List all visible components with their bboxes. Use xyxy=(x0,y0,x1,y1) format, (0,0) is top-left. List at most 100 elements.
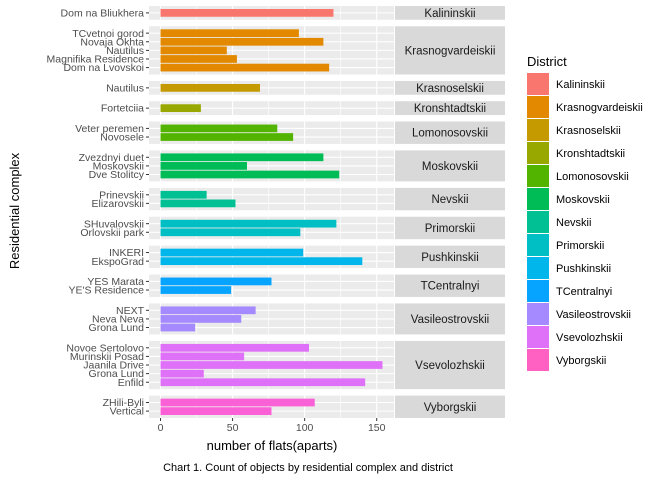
bar xyxy=(160,277,272,286)
facet-strip-label: Kronshtadtskii xyxy=(414,103,486,115)
legend-key xyxy=(527,234,549,256)
complex-tick-label: Moskovskii xyxy=(93,161,144,173)
complex-tick-label: Magnifika Residence xyxy=(47,54,145,66)
panel-kalininskii: Dom na Bliukhera Kalininskii xyxy=(61,6,505,20)
legend-key xyxy=(527,303,549,325)
legend-key xyxy=(527,257,549,279)
legend-item: Lomonosovskii xyxy=(527,165,629,187)
bar xyxy=(160,55,237,63)
facet-strip xyxy=(395,187,505,211)
bar xyxy=(160,323,196,332)
legend-label: Nevskii xyxy=(556,217,591,229)
bar xyxy=(160,37,324,46)
complex-tick-label: Neva Neva xyxy=(92,314,144,326)
facet-strip xyxy=(395,340,505,390)
complex-tick-label: Zvezdnyi duet xyxy=(79,152,144,164)
facet-strip-label: Kalininskii xyxy=(424,8,475,20)
bar xyxy=(160,257,363,266)
legend-key xyxy=(527,349,549,371)
complex-tick-label: YES Marata xyxy=(87,276,144,288)
complex-tick-label: Veter peremen xyxy=(75,123,144,135)
legend-label: Krasnogvardeiskii xyxy=(556,102,643,114)
complex-tick-label: Dom na Lvovskoi xyxy=(63,62,144,74)
legend-key xyxy=(527,188,549,210)
facet-strip xyxy=(395,245,505,269)
legend-key xyxy=(527,326,549,348)
legend-item: Vsevolozhskii xyxy=(527,326,623,348)
facet-strip xyxy=(395,6,505,20)
panel-krasnoselskii: Nautilus Krasnoselskii xyxy=(106,80,505,95)
bar xyxy=(160,63,330,72)
legend-item: Vasileostrovskii xyxy=(527,303,631,325)
facet-strip-label: Vyborgskii xyxy=(424,402,477,414)
facet-strip-label: Lomonosovskii xyxy=(412,128,488,140)
complex-tick-label: Elizarovskii xyxy=(91,198,144,210)
complex-tick-label: Murinskii Posad xyxy=(70,351,144,363)
facet-strip xyxy=(395,274,505,297)
complex-tick-label: Novaja Okhta xyxy=(80,36,144,48)
legend-key xyxy=(527,211,549,233)
complex-tick-label: ZHili-Byli xyxy=(103,397,144,409)
x-tick-label: 0 xyxy=(158,422,164,434)
complex-tick-label: Dve Stolitcy xyxy=(89,169,145,181)
facet-strip-label: Krasnoselskii xyxy=(416,83,484,95)
facet-strip xyxy=(395,303,505,335)
complex-tick-label: INKERI xyxy=(109,247,144,259)
facet-strip-label: Vasileostrovskii xyxy=(411,314,489,326)
facet-strip-label: Vsevolozhskii xyxy=(415,360,485,372)
bar xyxy=(160,190,207,199)
bar xyxy=(160,315,242,323)
facet-strip-label: TCentralnyi xyxy=(421,281,480,293)
bar xyxy=(160,104,201,113)
facet-strip xyxy=(395,150,505,182)
legend-item: Primorskii xyxy=(527,234,604,256)
legend-label: Vasileostrovskii xyxy=(556,309,631,321)
legend-label: Kronshtadtskii xyxy=(556,148,625,160)
legend-label: Krasnoselskii xyxy=(556,125,621,137)
complex-tick-label: Novoe Sertolovo xyxy=(66,342,144,354)
complex-tick-label: Grona Lund xyxy=(89,368,145,380)
legend-title: District xyxy=(527,54,567,69)
complex-tick-label: Dom na Bliukhera xyxy=(61,7,145,19)
bar xyxy=(160,369,204,378)
complex-tick-label: NEXT xyxy=(116,305,145,317)
bar xyxy=(160,361,383,369)
facet-strip-label: Primorskii xyxy=(425,223,475,235)
legend-label: Lomonosovskii xyxy=(556,171,629,183)
complex-tick-label: YE'S Residence xyxy=(68,285,144,297)
bar xyxy=(160,170,340,179)
bar xyxy=(160,153,324,162)
bar xyxy=(160,343,309,352)
bar xyxy=(160,248,304,257)
bar xyxy=(160,407,272,415)
bar xyxy=(160,378,366,387)
x-axis-title: number of flats(aparts) xyxy=(207,438,338,453)
panel-kronshtadtskii: Fortetciia Kronshtadtskii xyxy=(101,101,505,115)
facet-strip xyxy=(395,216,505,240)
legend-label: Vsevolozhskii xyxy=(556,332,623,344)
facet-strip xyxy=(395,80,505,95)
bar xyxy=(160,83,260,92)
legend-label: Vyborgskii xyxy=(556,355,606,367)
bar xyxy=(160,219,337,228)
legend-item: Kronshtadtskii xyxy=(527,142,625,164)
legend-item: Vyborgskii xyxy=(527,349,606,371)
facet-strip-label: Moskovskii xyxy=(422,161,478,173)
complex-tick-label: Fortetciia xyxy=(101,103,144,115)
bar xyxy=(160,199,236,208)
legend: District Kalininskii Krasnogvardeiskii Kra… xyxy=(527,54,643,371)
chart-panels: Dom na Bliukhera Kalininskii TCvetnoi goro… xyxy=(47,6,505,418)
legend-label: Pushkinskii xyxy=(556,263,611,275)
legend-item: Kalininskii xyxy=(527,73,605,95)
legend-key xyxy=(527,280,549,302)
